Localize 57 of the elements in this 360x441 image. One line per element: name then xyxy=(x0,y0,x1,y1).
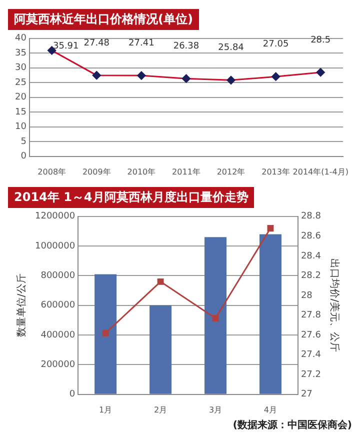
point xyxy=(102,330,109,336)
x-tick-label: 2009年 xyxy=(82,167,111,176)
y-tick-label: 0 xyxy=(20,152,27,162)
y2-tick-label: 28.6 xyxy=(300,232,322,242)
y2-tick-label: 28.4 xyxy=(300,251,322,262)
y-tick-label: 25 xyxy=(15,78,26,88)
y-tick-label: 20 xyxy=(15,92,27,103)
y-tick-label: 35 xyxy=(15,48,26,58)
y2-tick-label: 27.8 xyxy=(300,310,322,321)
y-tick-label: 600000 xyxy=(40,300,76,311)
y-tick-label: 200000 xyxy=(40,360,76,370)
bar xyxy=(94,274,117,394)
x-tick-label: 2008年 xyxy=(38,167,66,176)
x-tick-label: 2012年 xyxy=(216,167,246,176)
y-tick-label: 30 xyxy=(15,63,27,74)
chart-title: 阿莫西林近年出口价格情况(单位) xyxy=(8,9,199,30)
bar xyxy=(204,237,226,394)
text: (数据来源：中国医保商会) xyxy=(232,418,352,432)
x-tick-label: 2011年 xyxy=(172,167,200,176)
y-tick-label: 0 xyxy=(69,390,76,400)
data-label: 27.48 xyxy=(84,38,110,48)
y-tick-label: 15 xyxy=(15,107,26,118)
y-tick-label: 1000000 xyxy=(34,241,76,252)
x-tick-label: 2010年 xyxy=(127,167,156,176)
y-tick-label: 5 xyxy=(20,136,26,147)
y2-axis-title: 出口均价/美元、公斤 xyxy=(328,258,340,352)
bar xyxy=(150,305,172,394)
bar xyxy=(259,234,282,394)
data-label: 27.41 xyxy=(128,38,154,49)
data-label: 25.84 xyxy=(218,43,244,54)
y2-tick-label: 27.4 xyxy=(300,350,322,360)
y2-tick-label: 27.2 xyxy=(300,370,322,380)
x-tick-label: 3月 xyxy=(208,405,222,414)
x-tick-label: 2014年(1-4月) xyxy=(292,167,348,176)
y-tick-label: 1200000 xyxy=(34,212,76,222)
y2-tick-label: 27 xyxy=(300,390,312,400)
x-tick-label: 2013年 xyxy=(262,167,290,176)
point xyxy=(267,225,274,232)
y-tick-label: 10 xyxy=(15,122,27,132)
point xyxy=(157,278,164,285)
data-label: 35.91 xyxy=(52,41,79,52)
point xyxy=(212,315,219,322)
x-tick-label: 2月 xyxy=(154,405,168,414)
data-label: 28.5 xyxy=(310,35,331,46)
x-tick-label: 1月 xyxy=(99,405,112,414)
y-tick-label: 800000 xyxy=(40,271,76,282)
y2-tick-label: 27.6 xyxy=(300,330,322,340)
data-label: 27.05 xyxy=(262,40,289,50)
y2-tick-label: 28.2 xyxy=(300,271,322,282)
y2-tick-label: 28 xyxy=(300,290,313,301)
y-axis-title: 数量单位/公斤 xyxy=(16,274,28,338)
y2-tick-label: 28.8 xyxy=(300,212,322,222)
y-tick-label: 40 xyxy=(15,34,27,44)
x-tick-label: 4月 xyxy=(264,405,278,414)
y-tick-label: 400000 xyxy=(40,330,76,340)
chart-title: 2014年 1～4月阿莫西林月度出口量价走势 xyxy=(8,187,254,208)
data-label: 26.38 xyxy=(173,42,200,52)
